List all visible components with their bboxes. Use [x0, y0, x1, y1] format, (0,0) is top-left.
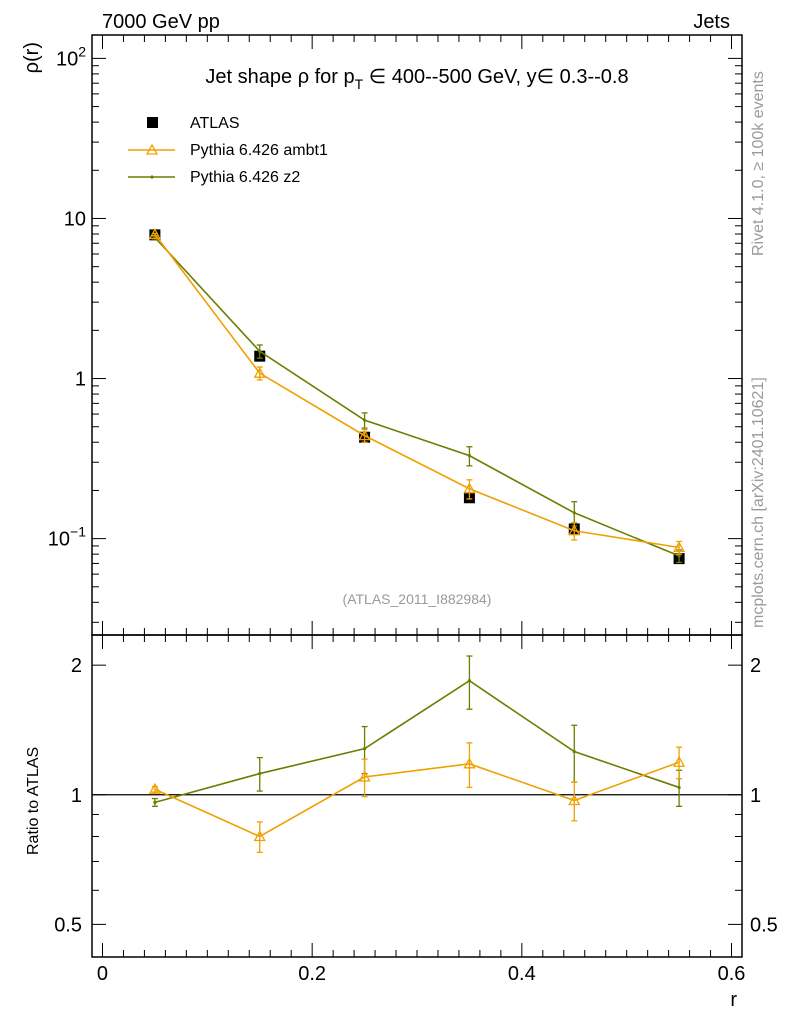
main-z2-line [154, 237, 680, 557]
main-ytick-label: 10−1 [48, 524, 86, 551]
analysis-annotation: (ATLAS_2011_I882984) [343, 591, 492, 607]
main-ambt1-point [148, 228, 162, 240]
ratio-ytick-label-left: 1 [71, 785, 82, 807]
ratio-ylabel: Ratio to ATLAS [25, 747, 42, 855]
ratio-z2-line [154, 679, 680, 804]
header-left: 7000 GeV pp [102, 11, 220, 33]
ratio-ambt1-point [672, 755, 686, 767]
main-z2-point [677, 554, 681, 558]
main-ambt1-point [253, 366, 266, 378]
header-right: Jets [693, 11, 730, 33]
legend: ATLAS Pythia 6.426 ambt1 Pythia 6.426 z2 [128, 115, 328, 186]
ratio-ambt1-point [253, 830, 266, 842]
main-z2-point [572, 511, 576, 515]
ratio-z2-point [153, 800, 157, 805]
ratio-xlabel: r [730, 989, 737, 1011]
ratio-xtick-label: 0 [97, 963, 108, 985]
main-ambt1-line [154, 233, 680, 549]
ratio-xtick-label: 0.2 [298, 963, 326, 985]
ratio-ytick-label-left: 0.5 [54, 914, 82, 936]
ratio-ytick-label-right: 1 [750, 785, 761, 807]
main-series [148, 228, 686, 565]
ratio-ambt1-point [148, 782, 162, 794]
main-ambt1-point [568, 524, 581, 536]
ratio-ambt1-point [568, 794, 581, 806]
legend-marker-atlas [147, 117, 158, 128]
ratio-xtick-label: 0.4 [508, 963, 536, 985]
legend-label-atlas: ATLAS [190, 115, 240, 132]
main-axes: 10−1 1 10 102 [48, 35, 742, 635]
ratio-z2-point [677, 785, 681, 790]
ratio-ambt1-point [358, 770, 371, 782]
ratio-ambt1-line [154, 761, 680, 838]
main-ytick-label: 102 [56, 43, 86, 70]
main-ambt1-point [672, 541, 686, 553]
main-z2-point [258, 349, 262, 353]
legend-label-z2: Pythia 6.426 z2 [190, 169, 300, 186]
mcplots-label: mcplots.cern.ch [arXiv:2401.10621] [750, 377, 767, 628]
legend-label-ambt1: Pythia 6.426 ambt1 [190, 142, 328, 159]
ratio-ytick-label-right: 2 [750, 655, 761, 677]
ratio-ambt1-point [463, 757, 476, 769]
ratio-ytick-label-left: 2 [71, 655, 82, 677]
ratio-xtick-label: 0.6 [718, 963, 746, 985]
main-z2-point [362, 418, 367, 422]
main-ytick-label: 10 [64, 208, 86, 230]
ratio-z2-point [572, 749, 576, 754]
ratio-z2-point [467, 679, 472, 683]
ratio-axes: 0.5 0.5 1 1 2 2 0 0.2 0.4 0.6 [54, 635, 778, 985]
legend-marker-ambt1 [145, 143, 159, 155]
ratio-z2-point [362, 747, 367, 751]
main-ytick-label: 1 [75, 369, 86, 391]
ratio-series [148, 655, 686, 854]
main-title: Jet shape ρ for pT ∈ 400--500 GeV, y∈ 0.… [205, 66, 628, 92]
rivet-label: Rivet 4.1.0, ≥ 100k events [750, 71, 767, 256]
ratio-z2-point [258, 771, 262, 776]
main-ambt1-point [463, 482, 476, 494]
ratio-ytick-label-right: 0.5 [750, 914, 778, 936]
main-ylabel: ρ(r) [21, 42, 43, 73]
ratio-plot-frame [91, 634, 743, 958]
main-z2-point [467, 454, 472, 458]
main-ambt1-point [358, 429, 371, 441]
legend-marker-z2 [150, 175, 154, 179]
